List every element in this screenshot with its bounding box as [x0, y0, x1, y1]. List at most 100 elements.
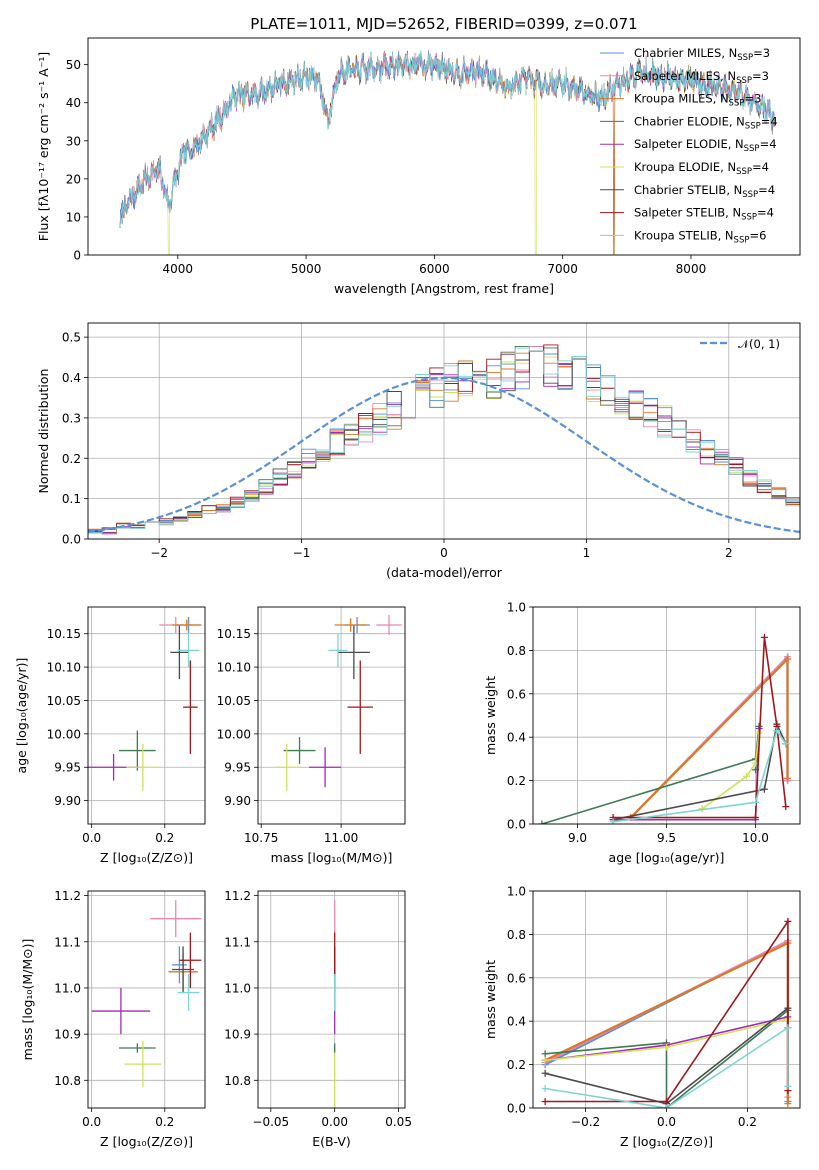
weight-line: [630, 656, 789, 819]
weight-marker: [663, 1097, 670, 1105]
panel-age_vs_mass: 10.75 11.00 9.90 9.95 10.00 10.05 10.10 10.15 ma…: [217, 606, 406, 865]
weight-marker: [760, 785, 768, 793]
x-tick-label: 7000: [547, 262, 578, 276]
legend-entry-salpeter-stelib: Salpeter STELIB, NSSP=4: [634, 206, 774, 223]
legend-entry-chabrier-miles: Chabrier MILES, NSSP=3: [634, 46, 770, 63]
weight-marker: [541, 1097, 549, 1105]
errorbar-salpeter-stelib: [183, 660, 198, 754]
y-tick-label: 9.95: [224, 761, 251, 775]
plot-area: [538, 633, 792, 824]
errorbar-kroupa-miles: [172, 619, 202, 631]
weight-series-kroupa-stelib: [541, 1024, 792, 1108]
axes-frame: [257, 606, 406, 825]
x-tick-label: 0.0: [82, 1115, 101, 1129]
errorbar-chabrier-elodie: [119, 1043, 156, 1053]
panel-spectrum: 4000 5000 6000 7000 8000 0 10 20 30 40 50 wavelengt…: [36, 15, 801, 296]
x-tick-label: 9.5: [657, 831, 676, 845]
y-tick-label: 1.0: [507, 885, 526, 899]
panel-residuals: −2 −1 0 1 2 0.0 0.1 0.2 0.3 0.4 0.5 (data-model)/er…: [36, 322, 801, 580]
weight-line: [701, 732, 760, 810]
weight-marker: [773, 727, 781, 735]
y-tick-label: 0.6: [507, 687, 526, 701]
x-tick-label: 5000: [291, 262, 322, 276]
grid-lines: [88, 891, 205, 1108]
weight-marker: [663, 1043, 670, 1051]
y-tick-label: 9.90: [224, 794, 251, 808]
x-tick-label: 0.2: [155, 831, 174, 845]
errorbar-kroupa-stelib: [177, 974, 200, 1012]
x-tick-label: 10.0: [742, 831, 769, 845]
y-tick-label: 11.1: [224, 935, 251, 949]
weight-marker: [784, 1100, 792, 1108]
y-tick-label: 10.05: [47, 694, 81, 708]
x-tick-label: 6000: [419, 262, 450, 276]
y-axis-label: Normed distribution: [36, 369, 51, 494]
x-tick-label: 0.2: [738, 1115, 757, 1129]
axes-frame: [87, 890, 206, 1109]
y-tick-label: 11.0: [54, 981, 81, 995]
legend: 𝒩(0, 1): [700, 337, 780, 351]
weight-marker: [538, 820, 546, 824]
y-tick-label: 10.9: [224, 1028, 251, 1042]
axes-frame: [532, 606, 801, 825]
x-axis-label: Z [log₁₀(Z/Z⊙)]: [100, 850, 193, 865]
weight-marker: [784, 655, 792, 663]
x-tick-label: 1: [583, 546, 591, 560]
y-tick-label: 0.8: [507, 644, 526, 658]
y-tick-label: 0.6: [507, 971, 526, 985]
legend-entry-chabrier-elodie: Chabrier ELODIE, NSSP=4: [634, 114, 778, 131]
errorbar-salpeter-stelib: [347, 660, 374, 754]
y-tick-label: 9.95: [54, 761, 81, 775]
grid-lines: [88, 607, 205, 824]
weight-line: [612, 721, 787, 821]
y-tick-label: 10.00: [47, 727, 81, 741]
panel-mass_vs_ebv: −0.05 0.00 0.05 10.8 10.9 11.0 11.1 11.2 E(B-V): [224, 889, 412, 1149]
weight-marker: [784, 917, 792, 925]
y-tick-label: 50: [66, 58, 81, 72]
chart-title: PLATE=1011, MJD=52652, FIBERID=0399, z=0…: [250, 15, 637, 33]
x-tick-label: −1: [293, 546, 311, 560]
spectrum-line-kroupa-stelib: [119, 49, 775, 227]
weight-marker: [663, 1104, 670, 1108]
weight-marker: [782, 803, 790, 811]
weight-line: [545, 918, 789, 1103]
plot-area: [91, 900, 202, 1088]
y-tick-label: 10.00: [217, 727, 251, 741]
errorbar-chabrier-miles: [172, 946, 187, 984]
y-tick-label: 10: [66, 210, 81, 224]
errorbar-salpeter-miles: [376, 615, 402, 636]
legend-entry-kroupa-elodie: Kroupa ELODIE, NSSP=4: [634, 160, 769, 177]
errorbar-chabrier-stelib: [170, 625, 189, 680]
axes-frame: [532, 890, 801, 1109]
x-axis-label: Z [log₁₀(Z/Z⊙)]: [620, 1134, 713, 1149]
grid-lines: [88, 323, 800, 540]
y-axis-label: mass [log₁₀(M/M⊙)]: [20, 939, 35, 1061]
x-tick-label: 0.2: [155, 1115, 174, 1129]
legend-entry-chabrier-stelib: Chabrier STELIB, NSSP=4: [634, 183, 775, 200]
plot-area: [541, 917, 792, 1108]
axes-frame: [257, 890, 406, 1109]
x-axis-label: age [log₁₀(age/yr)]: [609, 850, 725, 865]
x-tick-label: 4000: [163, 262, 194, 276]
x-axis-label: mass [log₁₀(M/M⊙)]: [271, 850, 393, 865]
plot-area: [88, 617, 202, 791]
y-tick-label: 11.0: [224, 981, 251, 995]
y-tick-label: 0.1: [62, 492, 81, 506]
y-tick-label: 0.2: [62, 452, 81, 466]
grid-lines: [258, 607, 405, 824]
panel-mass_vs_Z: 0.0 0.2 10.8 10.9 11.0 11.1 11.2 Z [log₁₀(Z/Z⊙)…: [20, 889, 206, 1149]
x-axis-label: (data-model)/error: [386, 565, 503, 580]
x-axis-label: Z [log₁₀(Z/Z⊙)]: [100, 1134, 193, 1149]
errorbar-chabrier-elodie: [283, 737, 316, 764]
errorbar-chabrier-stelib: [337, 625, 370, 680]
weight-marker: [782, 740, 790, 748]
x-tick-label: 11.00: [324, 831, 358, 845]
y-tick-label: 0.0: [507, 818, 526, 832]
x-tick-label: 8000: [676, 262, 707, 276]
y-tick-label: 0.4: [507, 1015, 526, 1029]
errorbar-kroupa-elodie: [273, 743, 300, 791]
weight-marker: [541, 1050, 549, 1058]
weight-marker: [752, 813, 759, 821]
y-axis-label: age [log₁₀(age/yr)]: [14, 658, 29, 774]
weight-line: [545, 1009, 789, 1108]
